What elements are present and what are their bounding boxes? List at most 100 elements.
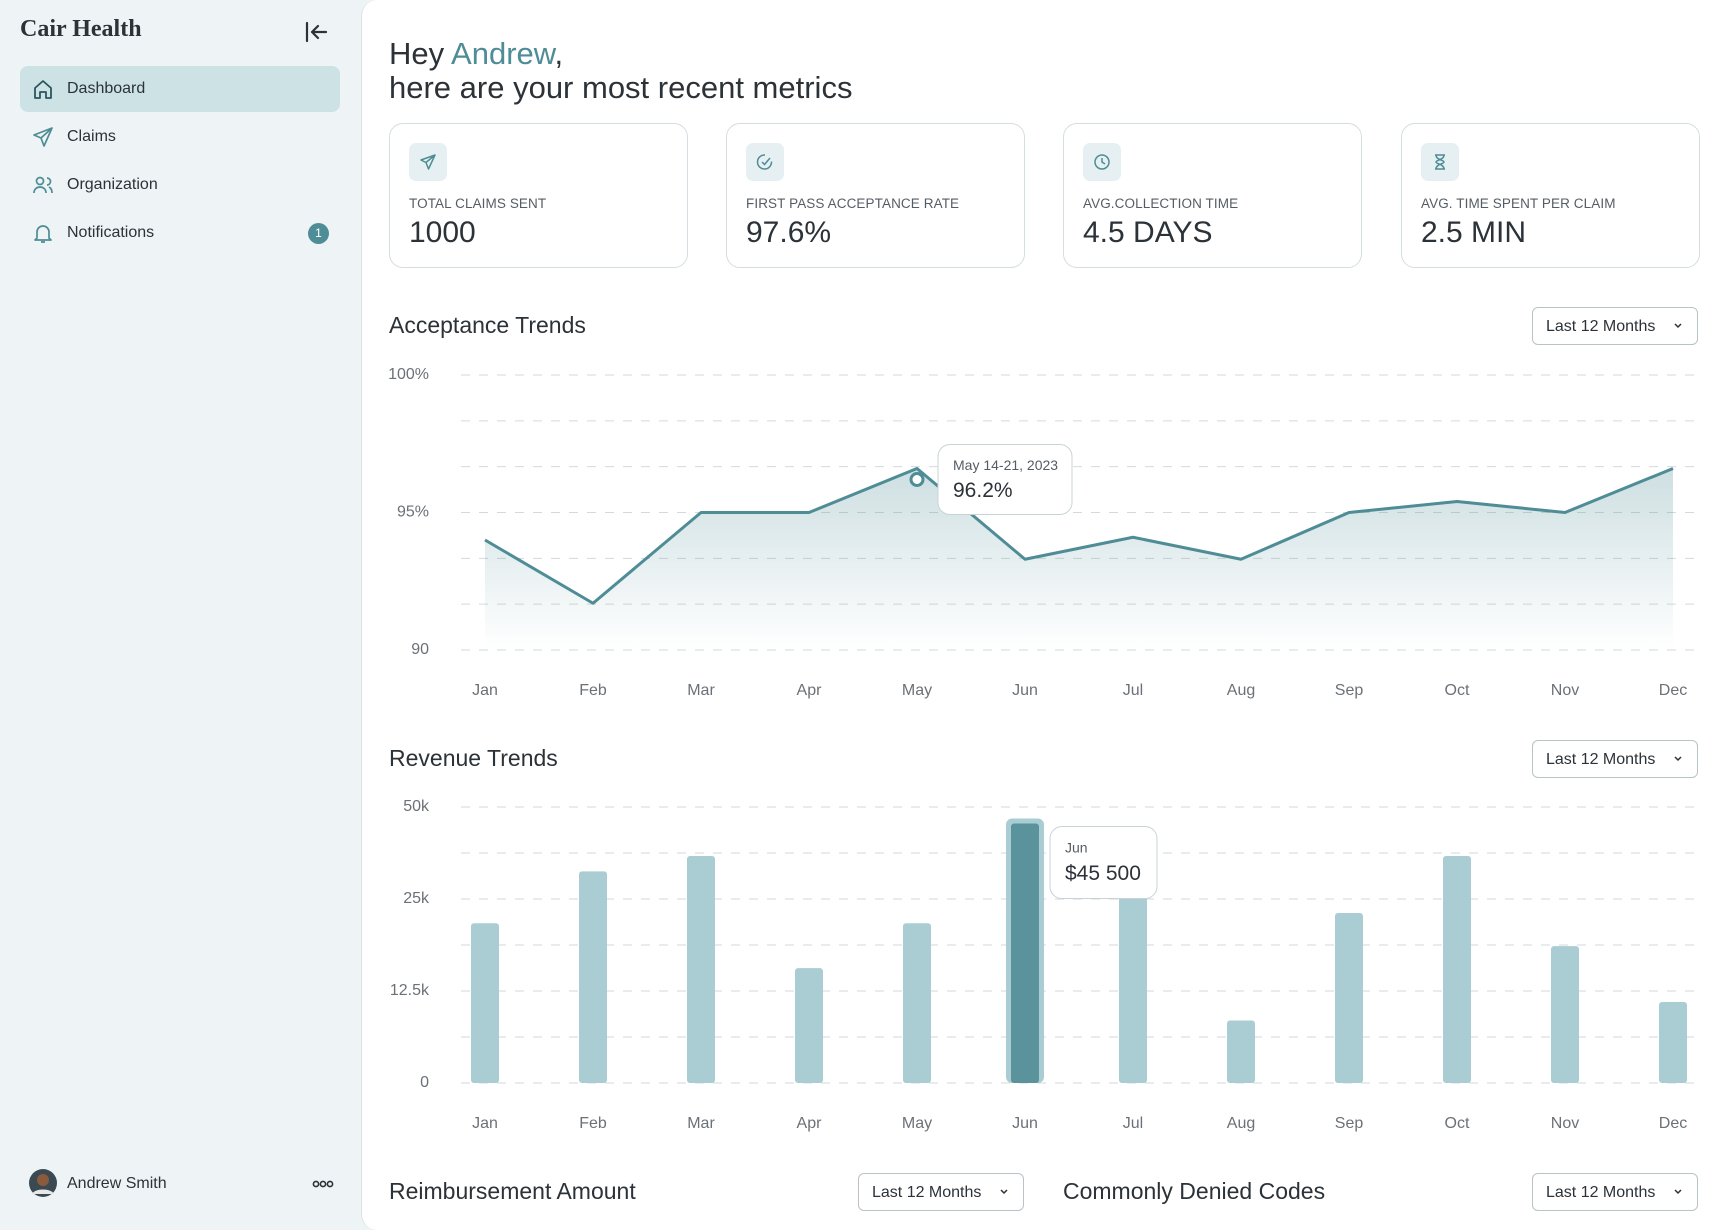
bar [1443,855,1471,1083]
icon [33,127,53,147]
x-tick-label: Nov [1551,682,1579,699]
y-tick-label: 95% [397,504,429,521]
user-first-name: Andrew [451,36,555,71]
x-tick-label: Oct [1445,1115,1470,1132]
y-tick-label: 90 [411,641,429,658]
nav-item[interactable]: Dashboard [20,66,340,112]
nav-item[interactable]: Organization [20,162,340,208]
dropdown-label: Last 12 Months [1546,1184,1656,1201]
y-tick-label: 100% [388,366,429,383]
x-tick-label: Mar [687,1115,715,1132]
period-dropdown[interactable]: Last 12 Months [1532,740,1698,778]
section-title: Reimbursement Amount [389,1178,636,1204]
bar [687,855,715,1083]
metric-card: TOTAL CLAIMS SENT 1000 [389,123,688,268]
bar [903,923,931,1083]
nav-item[interactable]: Claims [20,114,340,160]
period-dropdown[interactable]: Last 12 Months [1532,1173,1698,1211]
bar [471,923,499,1083]
x-tick-label: Dec [1659,1115,1687,1132]
bar [1227,1020,1255,1083]
x-tick-label: Oct [1445,682,1470,699]
charts: 90 95% 100% Jan Feb Mar Apr May Jun Jul Aug Sep Oct N… [388,366,1697,1132]
x-tick-label: Sep [1335,1115,1364,1132]
user-name: Andrew Smith [67,1175,167,1192]
metric-label: FIRST PASS ACCEPTANCE RATE [746,196,960,211]
x-tick-label: Jan [472,1115,498,1132]
x-tick-label: Mar [687,682,715,699]
y-tick-label: 25k [403,890,430,907]
collapse-button[interactable] [304,20,330,44]
nav-label: Dashboard [67,80,146,97]
y-tick-label: 0 [420,1074,429,1091]
chart-title: Revenue Trends [389,745,558,771]
metric-icon [1421,143,1459,181]
metric-value: 1000 [409,216,476,249]
period-dropdown[interactable]: Last 12 Months [858,1173,1024,1211]
tooltip-box [1049,826,1158,900]
dropdown-label: Last 12 Months [1546,751,1656,768]
x-tick-label: Jul [1123,1115,1143,1132]
x-tick-label: Feb [579,1115,607,1132]
x-tick-label: Apr [797,1115,823,1132]
dropdown-label: Last 12 Months [1546,318,1656,335]
x-tick-label: Feb [579,682,607,699]
bar [1335,912,1363,1083]
bar [1659,1002,1687,1083]
metric-card: FIRST PASS ACCEPTANCE RATE 97.6% [726,123,1025,268]
more-button[interactable] [312,1177,334,1191]
tooltip-marker [909,472,925,487]
icon [33,176,53,194]
punctuation: , [554,36,564,71]
metric-card: AVG.COLLECTION TIME 4.5 DAYS [1063,123,1362,268]
nav-item[interactable]: Notifications 1 [20,210,340,256]
bar [1011,823,1039,1083]
tooltip: Jun $45 500 [1049,826,1158,900]
x-tick-label: Nov [1551,1115,1579,1132]
period-dropdown[interactable]: Last 12 Months [1532,307,1698,345]
x-tick-label: Jan [472,682,498,699]
tooltip-title: May 14-21, 2023 [953,457,1058,473]
tooltip-value: 96.2% [953,479,1013,502]
tooltip-title: Jun [1065,839,1088,855]
x-tick-label: Dec [1659,682,1687,699]
x-tick-label: Sep [1335,682,1364,699]
metric-value: 2.5 MIN [1421,216,1527,249]
nav-label: Notifications [67,224,155,241]
bar [1551,946,1579,1083]
x-tick-label: Apr [797,682,823,699]
tooltip: May 14-21, 2023 96.2% [937,444,1073,515]
nav-label: Claims [67,128,116,145]
metric-icon [409,143,447,181]
x-tick-label: Aug [1227,1115,1255,1132]
icon [34,80,52,99]
subtitle: here are your most recent metrics [389,70,853,105]
area-fill [485,468,1673,650]
metric-label: AVG. TIME SPENT PER CLAIM [1421,196,1616,211]
badge: 1 [308,223,329,244]
tooltip-value: $45 500 [1065,862,1141,885]
y-tick-label: 12.5k [390,982,430,999]
bar [795,968,823,1083]
x-tick-label: Aug [1227,682,1255,699]
chart-title: Acceptance Trends [389,312,586,338]
bar [579,871,607,1083]
section-title: Commonly Denied Codes [1063,1178,1326,1204]
brand: Cair Health [20,16,142,42]
x-tick-label: Jun [1012,1115,1038,1132]
y-tick-label: 50k [403,798,430,815]
metric-value: 97.6% [746,216,832,249]
x-tick-label: May [902,682,932,699]
dropdown-label: Last 12 Months [872,1184,982,1201]
metric-icon [1083,143,1121,181]
bar [1119,884,1147,1083]
greeting-word: Hey [389,36,445,71]
tooltip-box [937,444,1073,515]
metric-label: AVG.COLLECTION TIME [1083,196,1239,211]
metric-icon [746,143,784,181]
x-tick-label: Jun [1012,682,1038,699]
icon [34,225,52,243]
